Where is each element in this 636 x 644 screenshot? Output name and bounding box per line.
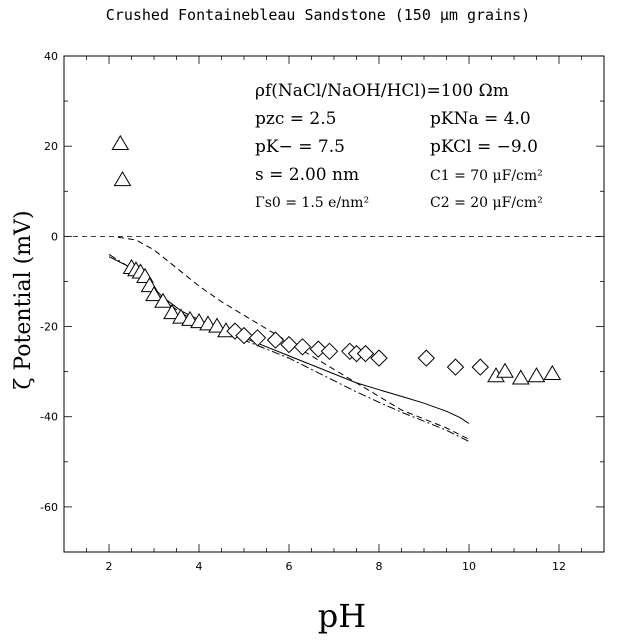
y-tick-label: -60 [40, 501, 58, 514]
diamond-marker [370, 349, 388, 367]
triangle-marker [154, 292, 172, 308]
annotation-c1: C1 = 70 μF/cm² [430, 168, 543, 184]
y-tick-label: 40 [44, 50, 58, 63]
triangle-marker [145, 286, 163, 302]
annotation-pkcl: pKCl = −9.0 [430, 137, 538, 157]
diamond-marker [248, 329, 267, 347]
chart-title: Crushed Fontainebleau Sandstone (150 μm … [105, 6, 531, 24]
x-tick-label: 4 [196, 560, 203, 573]
diamond-marker [320, 342, 339, 361]
y-axis-label: ζ Potential (mV) [11, 210, 36, 389]
annotation-rho: ρf(NaCl/NaOH/HCl)=100 Ωm [255, 81, 509, 101]
annotation-gamma: Γs0 = 1.5 e/nm² [255, 195, 369, 211]
annotation-pkna: pKNa = 4.0 [430, 109, 531, 129]
diamond-marker [446, 358, 465, 376]
triangle-marker [496, 362, 514, 378]
triangle-marker [111, 134, 130, 150]
axis-ticks: 2 4 6 8 10 12 -60 -40 -20 0 20 40 [40, 50, 605, 573]
diamond-marker [280, 335, 298, 354]
triangle-marker [511, 369, 530, 385]
triangle-marker [208, 317, 226, 333]
x-tick-label: 12 [552, 560, 566, 573]
triangle-marker [113, 171, 132, 187]
plot-border [63, 55, 605, 553]
annotation-pzc: pzc = 2.5 [255, 109, 336, 129]
annotation-pkminus: pK− = 7.5 [255, 137, 345, 157]
x-tick-label: 8 [376, 560, 383, 573]
diamond-marker [417, 349, 436, 367]
diamond-marker [356, 344, 375, 363]
model-curve-dashed [117, 236, 470, 440]
triangle-marker [543, 364, 562, 380]
diamond-marker [266, 331, 285, 349]
plot-frame [63, 55, 605, 553]
diamond-marker [293, 338, 312, 356]
y-tick-label: -40 [40, 411, 58, 424]
diamond-marker [471, 358, 490, 376]
annotation-s: s = 2.00 nm [255, 165, 359, 185]
annotation-c2: C2 = 20 μF/cm² [430, 195, 543, 211]
x-axis-label: pH [318, 597, 366, 635]
y-tick-label: 0 [51, 230, 58, 243]
x-tick-label: 2 [106, 560, 113, 573]
x-tick-label: 10 [462, 560, 476, 573]
x-tick-label: 6 [286, 560, 293, 573]
annotations: ρf(NaCl/NaOH/HCl)=100 Ωm pzc = 2.5 pKNa = … [255, 81, 543, 211]
y-tick-label: -20 [40, 321, 58, 334]
triangle-marker [527, 367, 546, 383]
triangle-marker [163, 304, 181, 320]
diamond-marker [309, 340, 328, 358]
data-markers [111, 134, 562, 385]
diamond-marker [235, 326, 253, 345]
y-tick-label: 20 [44, 140, 58, 153]
